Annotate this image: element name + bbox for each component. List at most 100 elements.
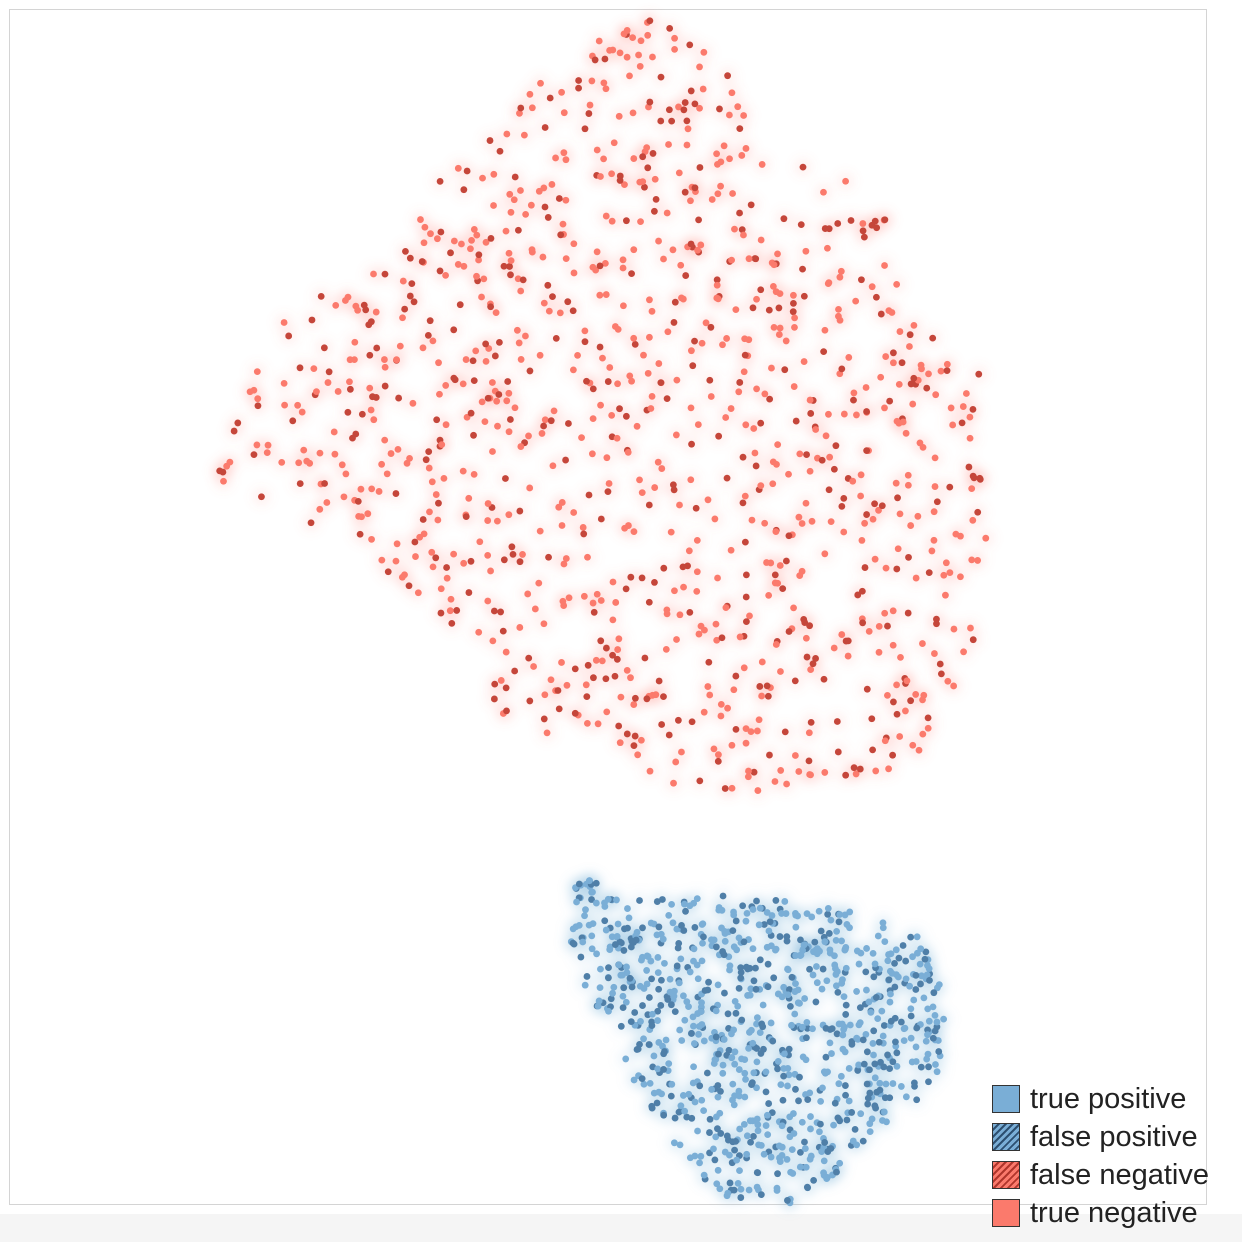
negative-point-908	[296, 364, 304, 372]
positive-point-389	[929, 1003, 937, 1011]
negative-point-737	[830, 465, 838, 473]
negative-point-420	[655, 360, 663, 367]
positive-point-767	[788, 1021, 795, 1029]
negative-point-277	[909, 400, 917, 408]
negative-point-596	[623, 53, 631, 61]
negative-point-802	[525, 432, 532, 440]
negative-point-681	[540, 422, 548, 430]
positive-point-312	[694, 1127, 701, 1135]
positive-point-168	[685, 1090, 693, 1098]
negative-point-502	[840, 528, 848, 536]
negative-point-212	[562, 196, 570, 204]
negative-point-997	[436, 390, 443, 398]
negative-point-713	[593, 590, 601, 598]
negative-point-520	[727, 546, 735, 554]
positive-point-827	[849, 1137, 857, 1145]
positive-point-856	[605, 974, 612, 982]
positive-point-80	[812, 998, 820, 1006]
positive-point-37	[735, 984, 743, 992]
positive-point-302	[816, 947, 823, 955]
negative-point-948	[450, 550, 458, 558]
negative-point-348	[602, 291, 610, 298]
positive-point-883	[820, 1157, 828, 1165]
negative-point-790	[742, 421, 750, 429]
negative-point-188	[893, 710, 901, 718]
negative-point-468	[436, 177, 444, 185]
negative-point-567	[657, 379, 665, 386]
negative-point-1040	[614, 646, 622, 653]
negative-point-771	[630, 334, 638, 342]
positive-point-43	[678, 1037, 686, 1044]
positive-point-325	[774, 1170, 781, 1178]
positive-point-198	[588, 932, 596, 940]
positive-point-382	[802, 1034, 810, 1042]
positive-point-413	[714, 1125, 721, 1133]
negative-point-803	[354, 306, 362, 314]
negative-point-717	[827, 518, 835, 526]
negative-point-178	[724, 704, 731, 712]
negative-point-584	[437, 609, 445, 617]
positive-point-842	[753, 1115, 761, 1123]
negative-point-867	[506, 190, 514, 198]
positive-point-718	[611, 941, 619, 948]
negative-point-325	[516, 624, 524, 631]
negative-point-186	[505, 511, 513, 519]
positive-point-721	[807, 1113, 814, 1120]
negative-point-615	[626, 72, 633, 80]
positive-point-319	[770, 974, 778, 982]
negative-point-51	[638, 489, 646, 497]
negative-point-168	[741, 538, 749, 546]
positive-point-863	[585, 877, 593, 885]
positive-point-145	[759, 1023, 767, 1031]
negative-point-834	[840, 410, 848, 418]
negative-point-977	[503, 130, 511, 138]
positive-point-438	[688, 1030, 695, 1037]
negative-point-75	[807, 666, 815, 674]
positive-point-665	[731, 1048, 739, 1056]
positive-point-550	[690, 1022, 697, 1030]
negative-point-1029	[597, 597, 605, 604]
positive-point-471	[802, 1163, 810, 1171]
negative-point-1047	[648, 307, 656, 315]
positive-point-318	[815, 907, 823, 915]
negative-point-95	[640, 351, 647, 359]
negative-point-anchor-6	[766, 751, 773, 759]
positive-point-370	[884, 957, 892, 965]
negative-point-644	[658, 465, 666, 472]
negative-point-275	[673, 636, 680, 643]
negative-point-830	[808, 517, 816, 525]
negative-point-540	[601, 55, 609, 63]
negative-point-525	[680, 106, 688, 114]
negative-point-304	[863, 408, 870, 415]
negative-point-588	[505, 249, 513, 257]
negative-point-482	[364, 510, 372, 518]
negative-point-592	[562, 255, 570, 263]
positive-point-874	[628, 983, 636, 991]
negative-point-203	[491, 352, 499, 360]
negative-point-791	[753, 385, 760, 393]
negative-point-915	[552, 334, 560, 342]
positive-point-176	[725, 1025, 732, 1032]
negative-point-897	[429, 563, 437, 571]
positive-point-787	[799, 1023, 806, 1031]
negative-point-994	[728, 89, 736, 97]
positive-point-419	[835, 1080, 843, 1088]
bottom-strip	[0, 1214, 1242, 1242]
positive-point-216	[909, 953, 916, 961]
positive-point-740	[650, 1052, 658, 1060]
positive-point-780	[894, 973, 902, 981]
positive-point-287	[594, 1002, 602, 1010]
negative-point-670	[752, 462, 760, 470]
negative-point-311	[289, 417, 297, 425]
negative-point-470	[714, 757, 722, 765]
negative-point-398	[930, 536, 938, 544]
negative-point-211	[316, 505, 324, 513]
negative-point-461	[528, 104, 536, 112]
positive-point-885	[778, 1143, 786, 1151]
positive-point-616	[900, 1037, 908, 1045]
negative-point-147	[584, 553, 591, 561]
negative-point-498	[896, 328, 904, 335]
negative-point-600	[622, 412, 630, 420]
positive-point-83	[721, 989, 728, 997]
negative-point-169	[609, 651, 616, 659]
